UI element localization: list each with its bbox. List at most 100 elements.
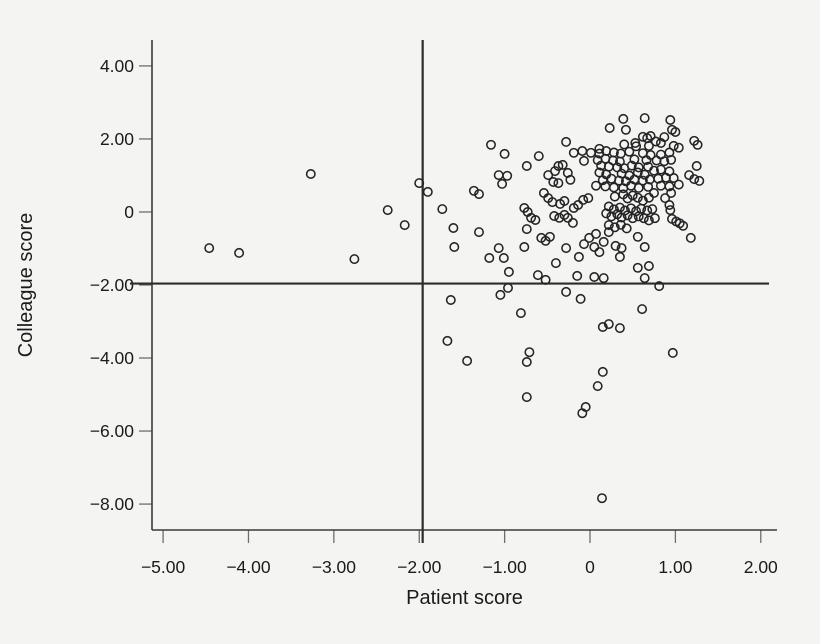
data-point <box>633 162 644 173</box>
data-point <box>641 155 652 166</box>
data-point <box>614 251 625 262</box>
data-point <box>608 182 619 193</box>
data-point <box>204 243 215 254</box>
data-point <box>629 154 640 165</box>
data-point <box>659 132 670 143</box>
data-point <box>597 366 608 377</box>
data-point <box>614 175 624 186</box>
data-point <box>614 202 625 213</box>
y-axis-tick-label: 4.00 <box>100 56 134 76</box>
data-point <box>414 178 425 189</box>
y-axis-tick-label: −8.00 <box>90 494 135 514</box>
data-point <box>603 319 614 330</box>
data-point <box>474 189 484 200</box>
data-point <box>694 175 705 186</box>
data-point <box>515 308 526 319</box>
data-point <box>474 227 484 238</box>
x-axis-tick-label: −1.00 <box>482 557 527 577</box>
data-point <box>609 222 620 233</box>
data-point <box>621 223 632 234</box>
data-point <box>499 148 510 159</box>
data-point <box>665 115 676 125</box>
data-point <box>643 261 654 271</box>
data-point <box>643 215 654 226</box>
data-point <box>591 228 601 239</box>
data-point <box>521 161 532 171</box>
data-point <box>606 211 617 222</box>
x-axis-tick-label: 0 <box>585 557 595 577</box>
y-axis-tick-label: −4.00 <box>90 348 135 368</box>
data-point <box>626 160 637 171</box>
data-point <box>689 174 700 185</box>
data-point <box>579 239 589 250</box>
data-point <box>449 242 460 252</box>
data-point <box>594 247 605 258</box>
data-point <box>643 181 654 192</box>
data-point <box>637 175 648 186</box>
data-point <box>624 146 635 157</box>
data-point <box>597 322 608 332</box>
data-point <box>519 242 530 252</box>
data-point <box>497 178 508 189</box>
data-point <box>553 178 564 189</box>
data-point <box>557 159 568 170</box>
data-point <box>573 251 584 262</box>
data-point <box>627 190 638 201</box>
data-point <box>632 262 643 273</box>
data-point <box>562 212 573 223</box>
data-point <box>598 273 609 284</box>
data-point <box>544 231 555 242</box>
x-axis-tick-label: −5.00 <box>141 557 186 577</box>
data-point <box>568 147 579 158</box>
data-point <box>573 200 584 210</box>
data-point <box>639 242 650 252</box>
data-point <box>579 155 589 166</box>
data-point <box>603 227 614 238</box>
data-point <box>462 355 473 366</box>
data-point <box>664 200 675 210</box>
data-point <box>619 139 630 150</box>
data-point <box>633 211 644 222</box>
data-point <box>692 139 703 150</box>
data-point <box>637 304 648 315</box>
data-point <box>503 266 514 277</box>
data-point <box>665 205 676 216</box>
x-axis-tick-label: 1.00 <box>658 557 692 577</box>
data-point <box>548 177 559 187</box>
x-axis-title: Patient score <box>406 587 523 609</box>
data-point <box>673 179 684 190</box>
data-point <box>647 204 658 215</box>
data-point <box>572 270 583 281</box>
data-point <box>591 180 601 191</box>
data-point <box>604 123 615 133</box>
data-point <box>589 242 600 252</box>
data-point <box>549 211 560 221</box>
data-point <box>486 139 496 150</box>
y-axis-tick-label: 2.00 <box>100 129 134 149</box>
data-point <box>561 136 572 147</box>
data-point <box>583 193 594 204</box>
data-point <box>630 138 641 148</box>
x-axis-tick-label: 2.00 <box>744 557 778 577</box>
data-point <box>532 270 543 281</box>
data-point <box>422 186 433 197</box>
data-point <box>585 147 596 158</box>
data-point <box>603 220 614 231</box>
data-point <box>597 493 607 504</box>
data-point <box>578 194 589 205</box>
data-point <box>601 208 612 219</box>
data-point <box>609 191 620 202</box>
x-axis-tick-label: −4.00 <box>226 557 271 577</box>
data-point <box>667 347 678 358</box>
data-point <box>553 161 564 171</box>
data-point <box>666 154 677 165</box>
data-point <box>521 224 532 235</box>
data-point <box>618 113 629 124</box>
y-axis-tick-label: 0 <box>124 202 134 222</box>
data-point <box>622 210 633 221</box>
data-point <box>521 392 532 403</box>
data-point <box>575 293 586 304</box>
x-axis-tick-label: −2.00 <box>397 557 442 577</box>
data-point <box>616 212 627 223</box>
data-point <box>654 281 665 292</box>
